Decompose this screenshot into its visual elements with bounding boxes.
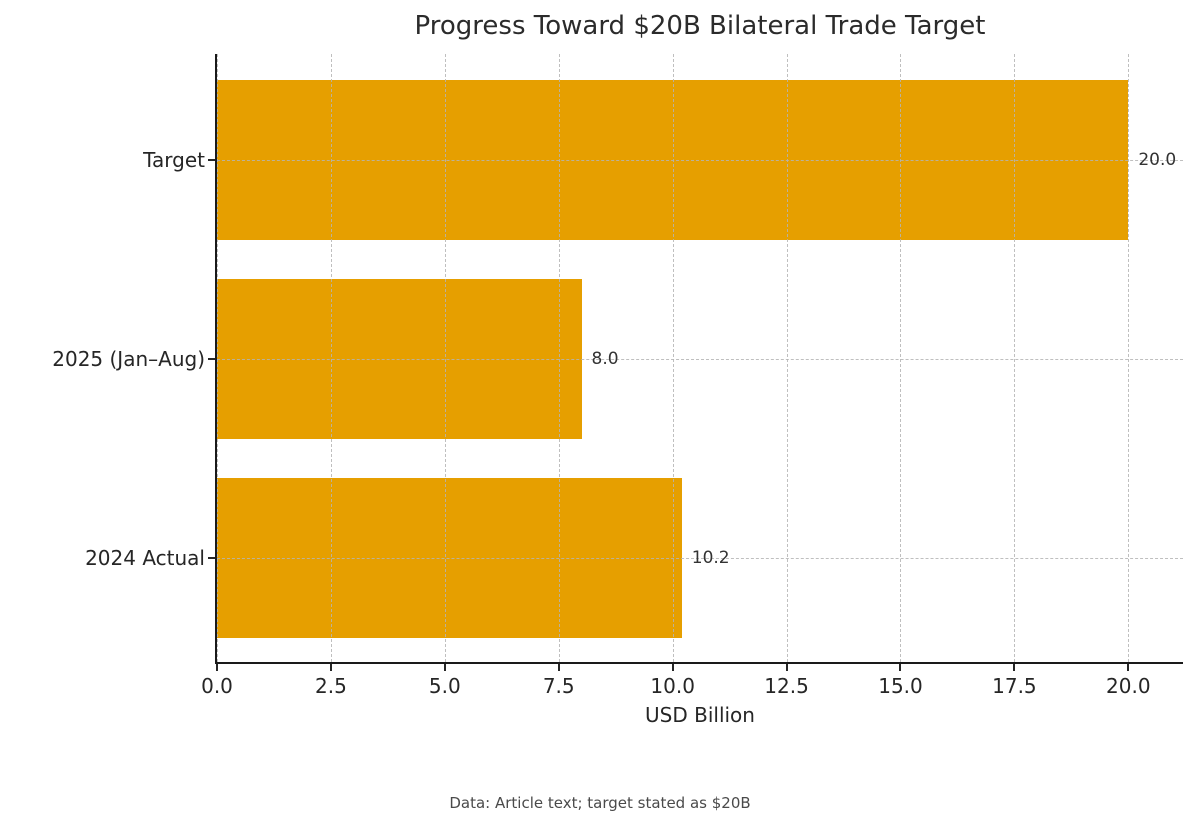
x-tick-mark: [443, 664, 446, 671]
y-tick-label: 2025 (Jan–Aug): [52, 347, 205, 371]
y-tick-mark: [208, 557, 215, 559]
footnote: Data: Article text; target stated as $20…: [449, 794, 751, 812]
plot-area: 20.0 8.0 10.2: [217, 54, 1183, 662]
bar-value-label: 20.0: [1138, 150, 1177, 170]
y-tick-mark: [208, 358, 215, 360]
x-axis-label: USD Billion: [645, 703, 755, 727]
x-tick-label: 7.5: [542, 674, 575, 698]
x-tick-mark: [1127, 664, 1130, 671]
x-tick-mark: [785, 664, 788, 671]
x-tick-label: 20.0: [1106, 674, 1151, 698]
y-axis-spine: [215, 54, 217, 664]
x-tick-mark: [216, 664, 218, 671]
y-tick-label: 2024 Actual: [85, 546, 205, 570]
x-tick-label: 17.5: [992, 674, 1037, 698]
bar-value-label: 8.0: [591, 349, 619, 369]
y-tick-label: Target: [143, 148, 205, 172]
x-tick-mark: [1013, 664, 1016, 671]
x-tick-label: 2.5: [315, 674, 347, 698]
x-tick-mark: [899, 664, 902, 671]
y-tick-mark: [208, 159, 215, 161]
bar-value-labels-layer: 20.0 8.0 10.2: [217, 54, 1183, 662]
x-tick-label: 15.0: [878, 674, 923, 698]
bar-value-label: 10.2: [691, 548, 730, 568]
x-tick-label: 0.0: [201, 674, 233, 698]
x-tick-mark: [329, 664, 332, 671]
x-tick-mark: [671, 664, 674, 671]
x-tick-label: 12.5: [764, 674, 809, 698]
x-tick-label: 10.0: [650, 674, 695, 698]
x-axis-spine: [215, 662, 1183, 664]
x-tick-mark: [557, 664, 560, 671]
chart-title: Progress Toward $20B Bilateral Trade Tar…: [414, 11, 986, 41]
x-tick-label: 5.0: [428, 674, 461, 698]
